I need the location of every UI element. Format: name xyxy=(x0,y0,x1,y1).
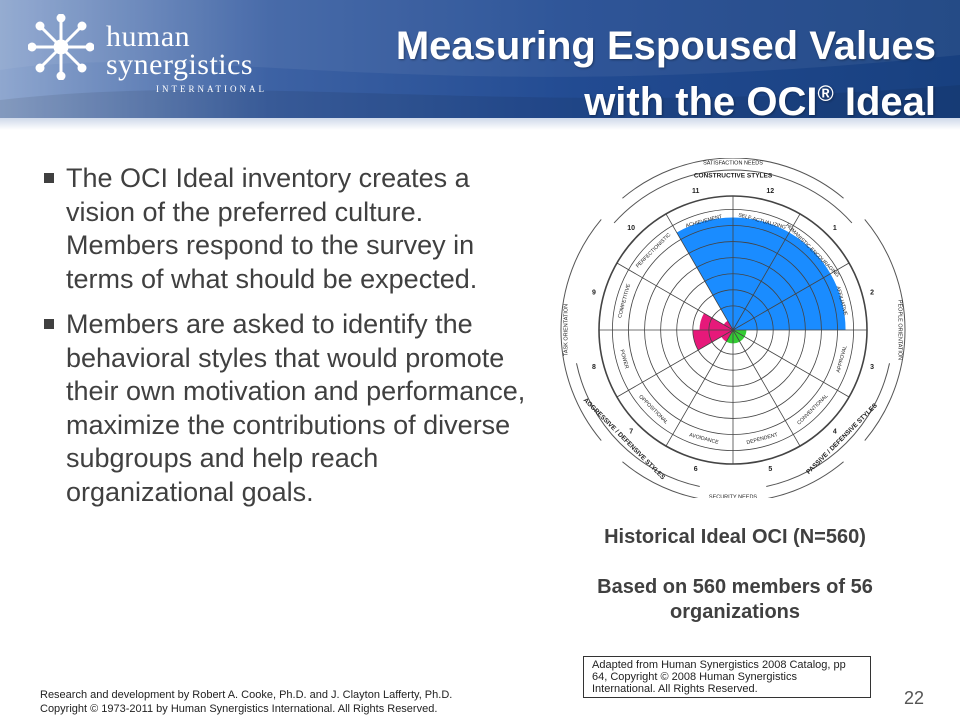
value-sector-achievement xyxy=(676,217,733,330)
chart-caption-title: Historical Ideal OCI (N=560) xyxy=(604,526,866,548)
segment-number: 10 xyxy=(627,225,635,232)
value-sector-affiliative xyxy=(733,273,846,330)
value-sector-humanistic-encouraging xyxy=(733,232,831,330)
style-label-perfectionistic: PERFECTIONISTIC xyxy=(635,232,672,269)
passive-guide-arc xyxy=(766,363,890,487)
task-orientation-arc xyxy=(560,219,602,441)
grid-spoke xyxy=(616,262,734,331)
grid-spoke xyxy=(732,329,801,447)
task-orientation-label: TASK ORIENTATION xyxy=(563,304,569,356)
bullet-text: Members are asked to identify the behavi… xyxy=(66,309,526,507)
title-line-2: with the OCI® Ideal xyxy=(584,80,936,120)
aggressive-guide-arc xyxy=(576,363,700,487)
header-banner: human synergistics INTERNATIONAL Measuri… xyxy=(0,0,960,120)
people-orientation-arc xyxy=(864,219,906,441)
segment-number: 8 xyxy=(592,364,596,371)
page-number: 22 xyxy=(903,688,924,708)
value-sector-oppositional xyxy=(721,330,733,342)
logo-text-international: INTERNATIONAL xyxy=(156,84,267,94)
square-bullet-icon xyxy=(44,173,54,183)
logo-text-synergistics: synergistics xyxy=(106,48,254,81)
footer-line-2: Copyright © 1973-2011 by Human Synergist… xyxy=(40,703,438,715)
chart-caption-subtitle: Based on 560 members of 56 organizations xyxy=(597,576,873,623)
bullet-text: The OCI Ideal inventory creates a vision… xyxy=(66,163,478,294)
style-label-power: POWER xyxy=(618,349,629,370)
logo-star-icon xyxy=(28,14,94,80)
satisfaction-needs-arc xyxy=(622,158,844,199)
grid-spoke xyxy=(665,213,734,331)
segment-number: 4 xyxy=(833,429,837,436)
bullet-list: The OCI Ideal inventory creates a vision… xyxy=(44,162,529,521)
square-bullet-icon xyxy=(44,319,54,329)
segment-number: 3 xyxy=(870,364,874,371)
logo-text-human: human xyxy=(106,20,191,53)
value-sector-competitive xyxy=(699,313,733,330)
style-label-conventional: CONVENTIONAL xyxy=(796,393,829,426)
passive-defensive-label: PASSIVE / DEFENSIVE STYLES xyxy=(805,402,879,476)
segment-number: 2 xyxy=(870,290,874,297)
segment-number: 5 xyxy=(768,466,772,473)
oci-circumplex-chart: SELF-ACTUALIZINGHUMANISTIC-ENCOURAGINGAF… xyxy=(560,158,906,498)
value-sector-power xyxy=(692,330,733,351)
segment-number: 1 xyxy=(833,225,837,232)
segment-number: 9 xyxy=(592,290,596,297)
grid-spoke xyxy=(665,329,734,447)
grid-spoke xyxy=(732,213,801,331)
value-sector-conventional xyxy=(733,330,745,342)
segment-number: 11 xyxy=(692,188,700,195)
security-needs-label: SECURITY NEEDS xyxy=(709,494,758,498)
company-logo: human synergistics INTERNATIONAL xyxy=(28,14,268,94)
source-note: Adapted from Human Synergistics 2008 Cat… xyxy=(583,656,871,698)
grid-spoke xyxy=(732,329,850,398)
segment-number: 12 xyxy=(766,188,774,195)
satisfaction-needs-label: SATISFACTION NEEDS xyxy=(703,160,763,166)
bullet-item: The OCI Ideal inventory creates a vision… xyxy=(44,162,529,296)
style-label-dependent: DEPENDENT xyxy=(746,432,779,446)
footer-line-1: Research and development by Robert A. Co… xyxy=(40,689,453,701)
constructive-guide-arc xyxy=(613,169,853,224)
segment-number: 7 xyxy=(629,429,633,436)
footer-copyright: Research and development by Robert A. Co… xyxy=(40,688,560,716)
grid-spoke xyxy=(732,262,850,331)
people-orientation-label: PEOPLE ORIENTATION xyxy=(897,300,903,360)
bullet-item: Members are asked to identify the behavi… xyxy=(44,308,529,509)
value-sector-perfectionistic xyxy=(723,320,733,330)
header-wave-decoration xyxy=(0,0,960,120)
header-stripe xyxy=(0,118,960,130)
value-sector-self-actualizing xyxy=(733,217,790,330)
security-needs-arc xyxy=(622,461,844,498)
constructive-styles-label: CONSTRUCTIVE STYLES xyxy=(694,173,773,180)
slide-title: Measuring Espoused Values with the OCI® … xyxy=(316,22,936,120)
title-line-1: Measuring Espoused Values xyxy=(395,24,936,68)
style-label-approval: APPROVAL xyxy=(836,345,849,373)
style-label-oppositional: OPPOSITIONAL xyxy=(637,394,669,426)
segment-number: 6 xyxy=(694,466,698,473)
grid-spoke xyxy=(616,329,734,398)
